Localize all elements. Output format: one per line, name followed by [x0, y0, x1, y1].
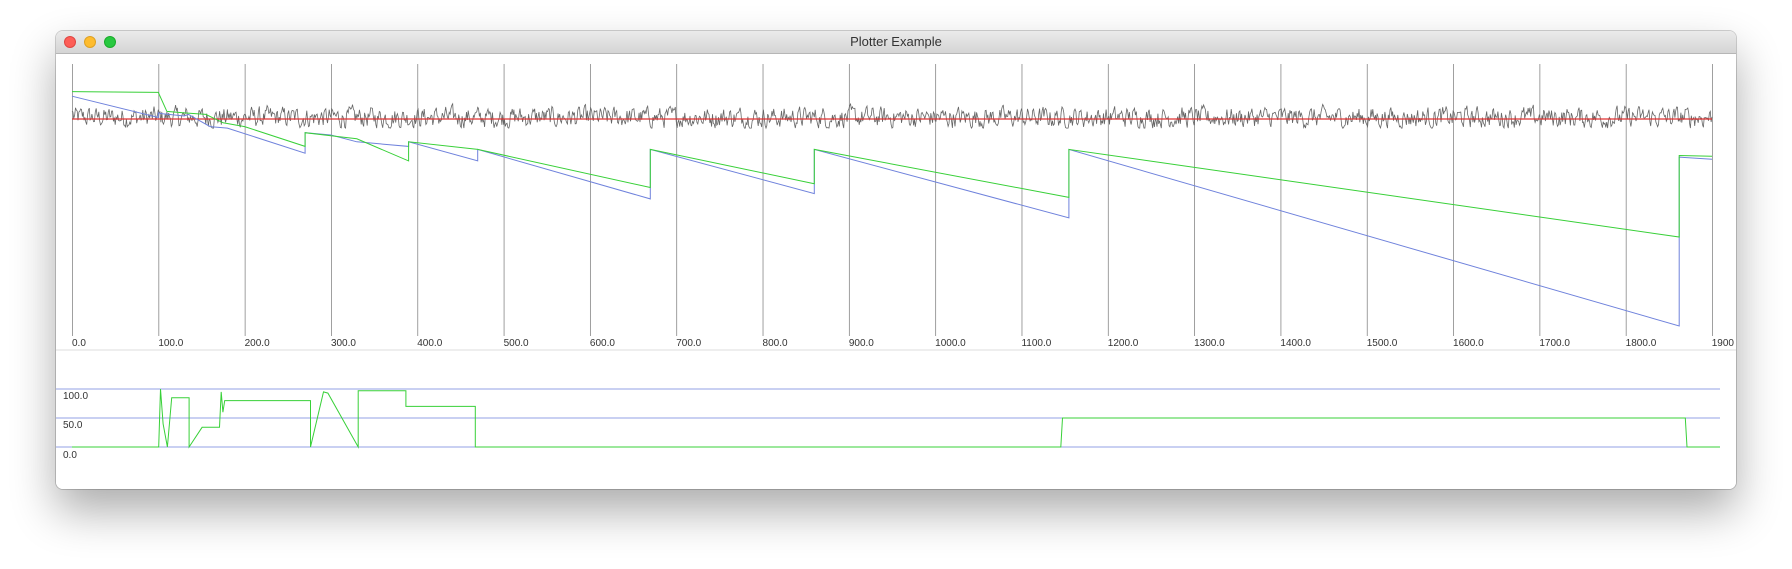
- y-tick-label: 50.0: [63, 420, 83, 431]
- zoom-button[interactable]: [104, 36, 116, 48]
- x-tick-label: 1000.0: [935, 338, 966, 349]
- noise-series-line: [71, 102, 1713, 130]
- blue-series-line: [71, 95, 1713, 327]
- x-tick-label: 200.0: [245, 338, 270, 349]
- y-tick-label: 100.0: [63, 391, 88, 402]
- green-series-line: [71, 91, 1713, 238]
- main-line-plot: 0.0 100.0 200.0 300.0 400.0 500.0 600.0 700.0 80…: [56, 64, 1736, 351]
- secondary-line-plot: 100.0 50.0 0.0: [56, 388, 1720, 461]
- y-tick-label: 0.0: [63, 450, 77, 461]
- x-tick-label: 1400.0: [1280, 338, 1311, 349]
- title-bar[interactable]: Plotter Example: [56, 31, 1736, 54]
- x-tick-label: 500.0: [504, 338, 529, 349]
- x-tick-label: 800.0: [763, 338, 788, 349]
- x-tick-label: 1100.0: [1021, 338, 1051, 349]
- plot-area: 0.0 100.0 200.0 300.0 400.0 500.0 600.0 700.0 80…: [56, 54, 1736, 489]
- x-tick-label: 1200.0: [1108, 338, 1139, 349]
- x-tick-label: 0.0: [72, 338, 86, 349]
- close-button[interactable]: [64, 36, 76, 48]
- window-title: Plotter Example: [850, 34, 942, 49]
- x-tick-label: 300.0: [331, 338, 356, 349]
- x-tick-label: 600.0: [590, 338, 615, 349]
- x-tick-label: 1500.0: [1367, 338, 1398, 349]
- minimize-button[interactable]: [84, 36, 96, 48]
- x-tick-label: 400.0: [417, 338, 442, 349]
- x-tick-label: 1300.0: [1194, 338, 1225, 349]
- x-tick-label: 1700.0: [1539, 338, 1570, 349]
- green-series-line: [72, 388, 1720, 449]
- x-tick-label: 1800.0: [1626, 338, 1657, 349]
- x-tick-label: 100.0: [158, 338, 183, 349]
- x-tick-label: 900.0: [849, 338, 874, 349]
- x-tick-label: 700.0: [676, 338, 701, 349]
- x-tick-label: 1900: [1712, 338, 1735, 349]
- plotter-window: Plotter Example 0.0 100.0 200.0 300.0 400.0 5…: [56, 31, 1736, 489]
- x-tick-label: 1600.0: [1453, 338, 1484, 349]
